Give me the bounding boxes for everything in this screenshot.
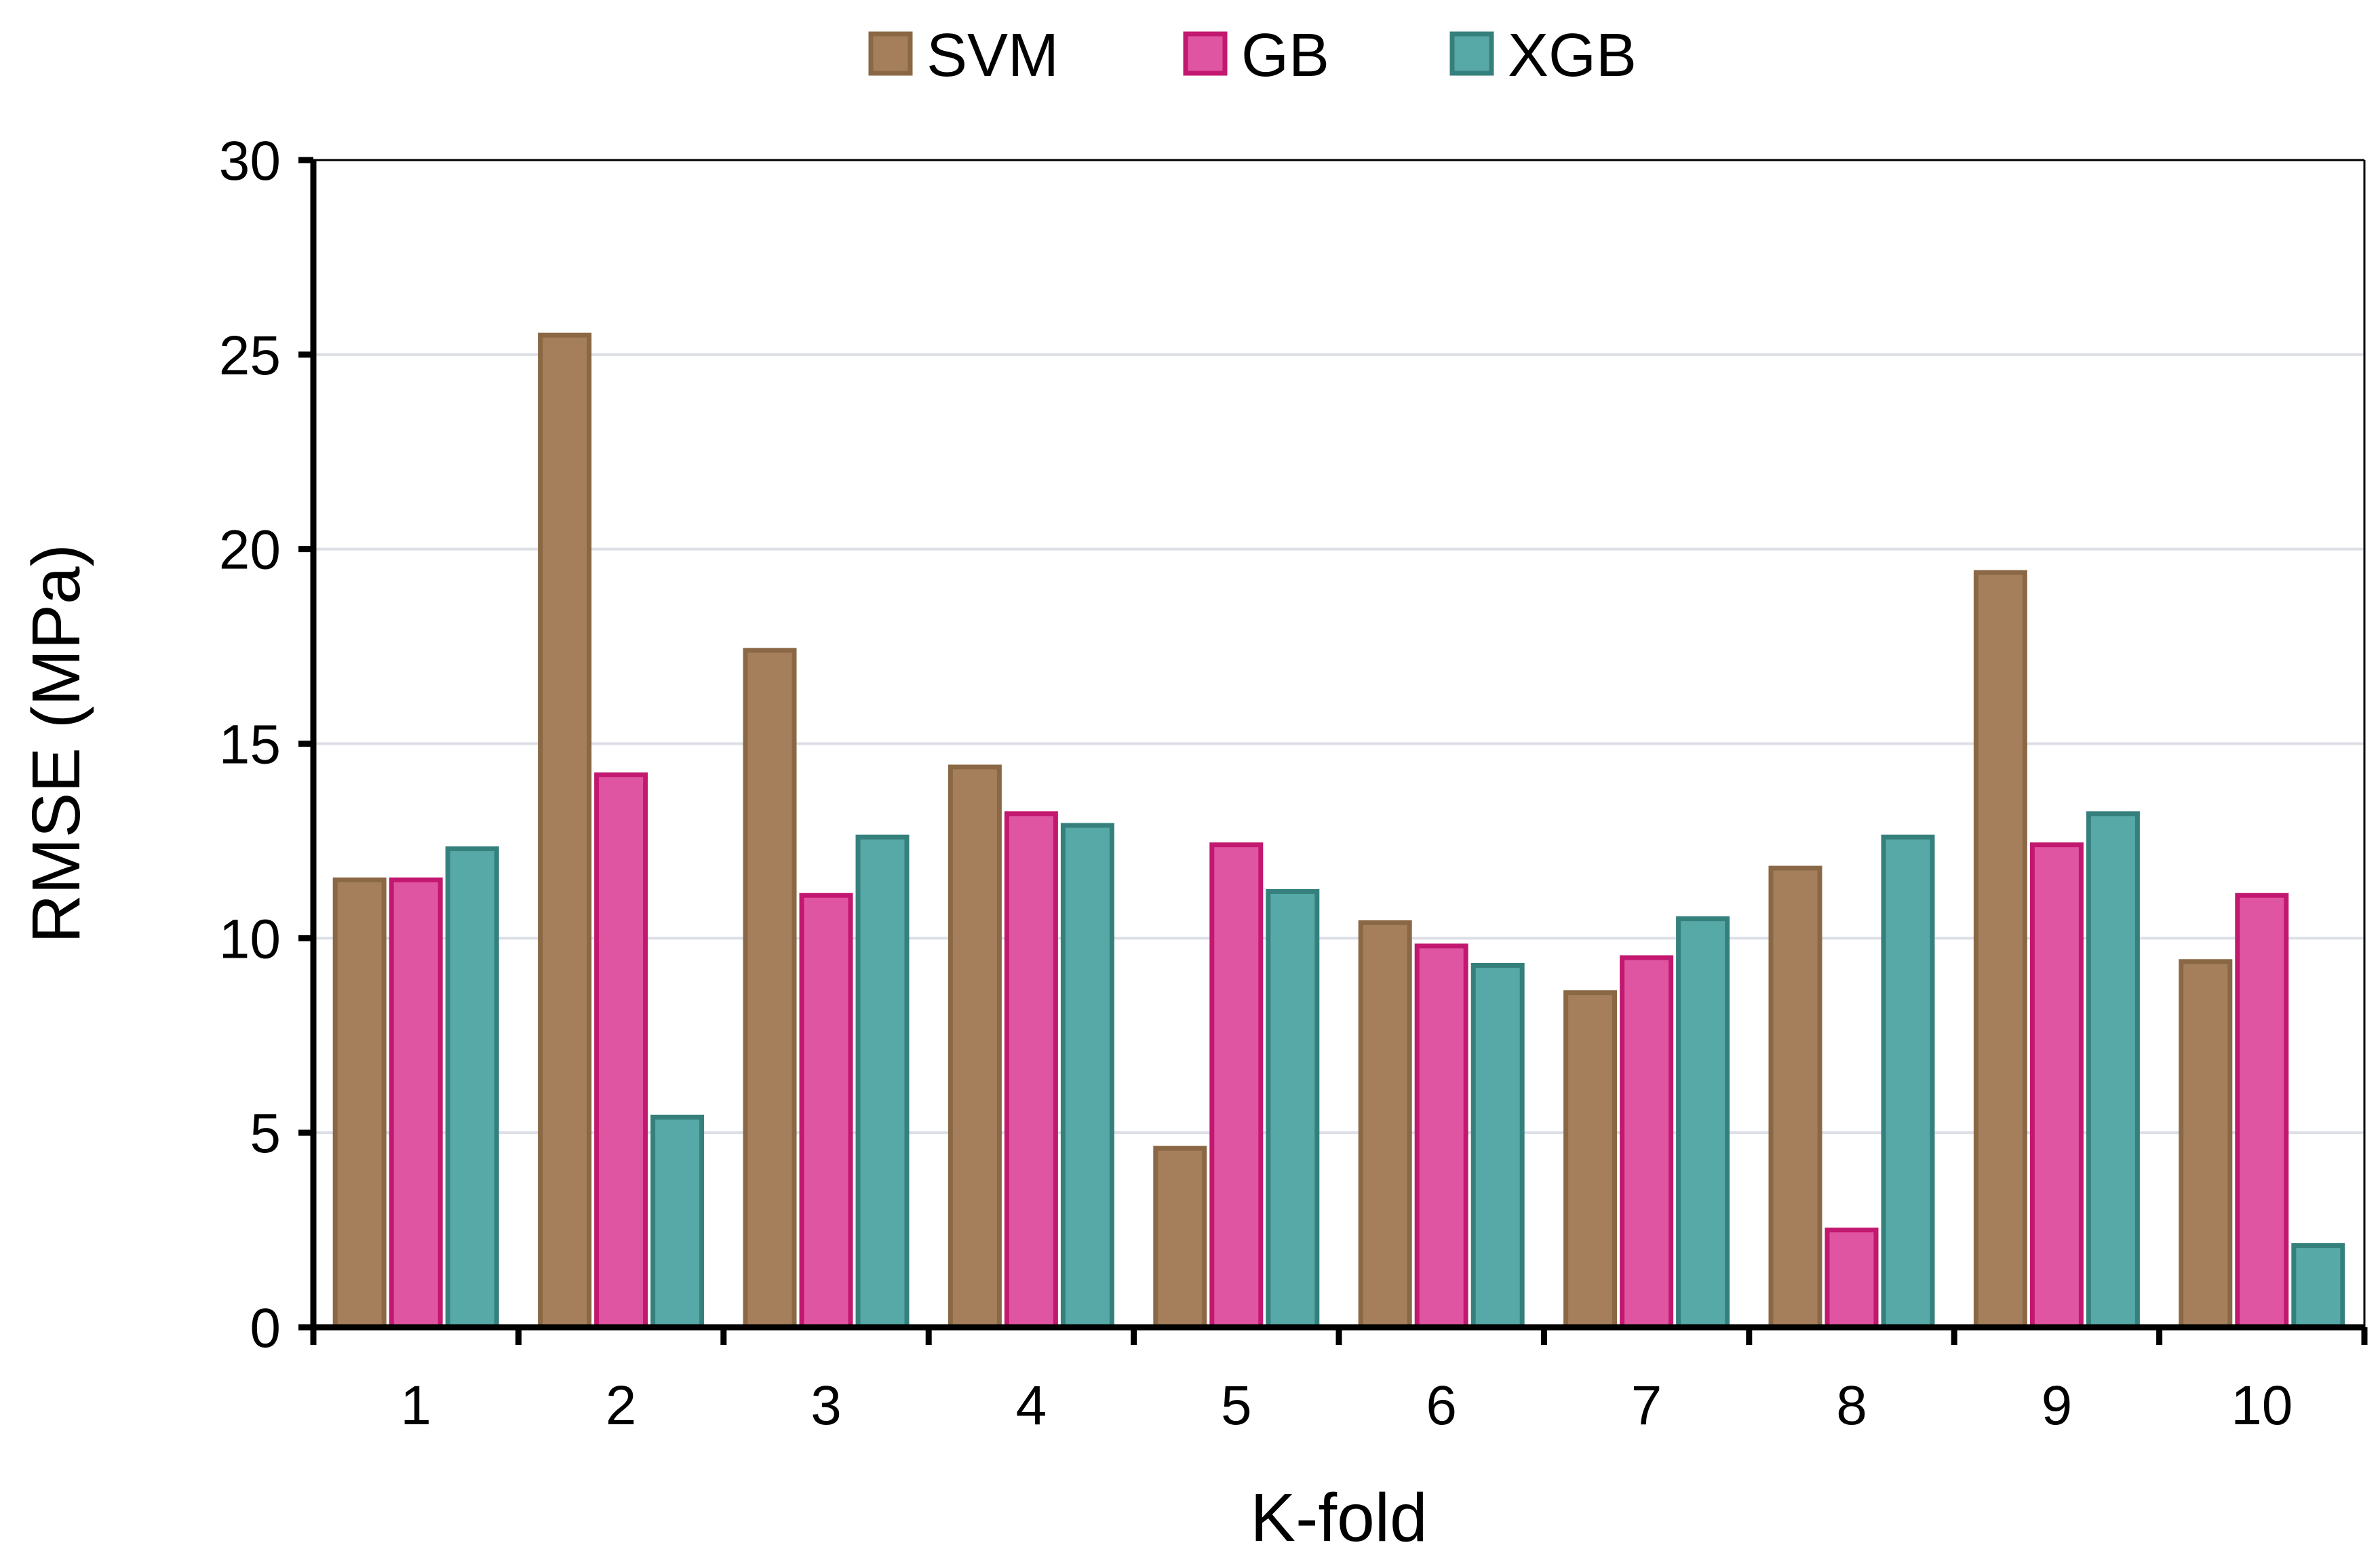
bar-svm-fold-4 xyxy=(948,764,1002,1330)
y-tick-label: 10 xyxy=(219,908,281,970)
bar-gb-fold-9 xyxy=(2029,842,2084,1330)
bar-gb-fold-7 xyxy=(1620,955,1674,1330)
bar-svm-fold-8 xyxy=(1768,865,1822,1330)
bar-svm-fold-3 xyxy=(743,648,797,1330)
y-tick-label: 30 xyxy=(219,130,281,192)
legend-swatch xyxy=(1183,31,1228,76)
x-tick-label: 6 xyxy=(1426,1375,1457,1436)
y-tick-label: 20 xyxy=(219,520,281,581)
x-tick-label: 9 xyxy=(2042,1375,2073,1436)
bar-xgb-fold-7 xyxy=(1676,916,1730,1330)
x-tick-label: 3 xyxy=(811,1375,842,1436)
bar-svm-fold-6 xyxy=(1358,920,1412,1330)
legend: SVM GB XGB xyxy=(868,22,1637,90)
x-tick-label: 8 xyxy=(1836,1375,1867,1436)
bars xyxy=(332,332,2345,1330)
y-axis-title: RMSE (MPa) xyxy=(18,544,94,943)
legend-label: XGB xyxy=(1508,22,1637,90)
bar-gb-fold-8 xyxy=(1825,1228,1879,1330)
x-tick-label: 5 xyxy=(1221,1375,1252,1436)
x-tick-label: 1 xyxy=(400,1375,431,1436)
y-tick-label: 25 xyxy=(219,325,281,387)
bar-xgb-fold-2 xyxy=(650,1114,705,1330)
x-tick-label: 4 xyxy=(1016,1375,1047,1436)
bar-xgb-fold-10 xyxy=(2291,1243,2345,1330)
bar-xgb-fold-9 xyxy=(2086,811,2140,1330)
bar-svm-fold-7 xyxy=(1563,990,1618,1330)
bar-xgb-fold-6 xyxy=(1470,962,1525,1330)
x-tick-label: 10 xyxy=(2231,1375,2293,1436)
legend-item-gb: GB xyxy=(1183,22,1329,90)
y-tick-label: 5 xyxy=(250,1103,281,1164)
bar-xgb-fold-4 xyxy=(1060,823,1114,1330)
bar-svm-fold-1 xyxy=(332,877,387,1330)
bar-gb-fold-4 xyxy=(1004,811,1058,1330)
legend-label: SVM xyxy=(926,22,1059,90)
bar-svm-fold-2 xyxy=(538,332,592,1330)
x-tick-label: 2 xyxy=(606,1375,637,1436)
bar-xgb-fold-3 xyxy=(855,834,910,1330)
bar-gb-fold-10 xyxy=(2235,893,2289,1330)
y-tick-label: 0 xyxy=(250,1297,281,1359)
bar-xgb-fold-5 xyxy=(1266,888,1320,1330)
legend-swatch xyxy=(868,31,913,76)
x-axis-title: K-fold xyxy=(1250,1480,1427,1556)
bar-gb-fold-3 xyxy=(799,893,853,1330)
legend-swatch xyxy=(1449,31,1494,76)
bar-svm-fold-9 xyxy=(1973,570,2027,1330)
y-tick-label: 15 xyxy=(219,714,281,776)
x-axis-ticks: 1 2 3 4 5 6 7 8 9 10 xyxy=(310,1327,2368,1436)
legend-item-svm: SVM xyxy=(868,22,1059,90)
bar-gb-fold-5 xyxy=(1209,842,1264,1330)
bar-svm-fold-10 xyxy=(2179,959,2233,1330)
y-axis-ticks: 0 5 10 15 20 25 30 xyxy=(219,130,313,1359)
bar-xgb-fold-8 xyxy=(1881,834,1935,1330)
bar-xgb-fold-1 xyxy=(445,846,499,1330)
bar-gb-fold-2 xyxy=(594,772,648,1330)
x-tick-label: 7 xyxy=(1631,1375,1662,1436)
bar-svm-fold-5 xyxy=(1153,1146,1207,1330)
bar-gb-fold-6 xyxy=(1414,943,1468,1330)
bar-gb-fold-1 xyxy=(389,877,443,1330)
legend-label: GB xyxy=(1241,22,1329,90)
legend-item-xgb: XGB xyxy=(1449,22,1637,90)
